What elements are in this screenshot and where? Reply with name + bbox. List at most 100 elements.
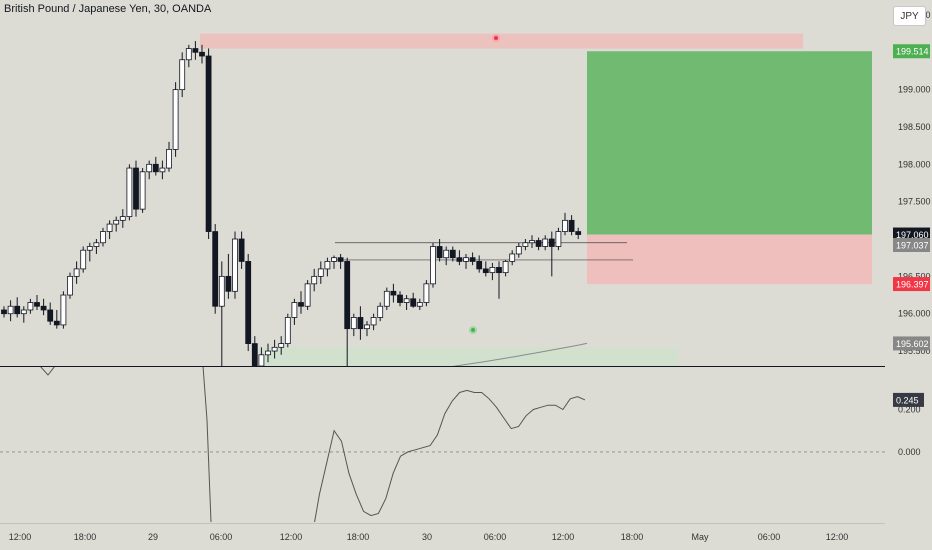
candle (436, 239, 443, 262)
candle (350, 313, 357, 337)
price-tick-label: 198.000 (898, 159, 931, 169)
oscillator-pane (0, 367, 885, 522)
candle-body (218, 275, 225, 307)
candle (232, 231, 238, 299)
candle-body (93, 242, 100, 247)
oscillator-tick-label: 0.200 (898, 404, 921, 414)
candle (298, 291, 304, 314)
candle-body (47, 309, 54, 322)
candle-body (298, 302, 304, 307)
candle (86, 242, 93, 262)
candle (364, 321, 370, 337)
price-badge-label: 199.514 (896, 47, 929, 57)
candle-body (251, 343, 258, 366)
candle-body (159, 167, 166, 173)
candle-body (509, 253, 516, 262)
candle (113, 216, 120, 232)
candle-body (463, 257, 469, 262)
candle (205, 48, 212, 240)
candle (34, 295, 40, 310)
alert-marker-green (469, 326, 477, 334)
price-badge-label: 197.037 (896, 240, 929, 250)
candle-body (20, 309, 27, 315)
candle-body (86, 246, 93, 251)
candle-body (199, 51, 205, 57)
candle (251, 336, 258, 366)
candle (238, 231, 245, 269)
candle (152, 156, 159, 176)
candle-body (205, 55, 212, 232)
candle (106, 220, 113, 240)
candle-body (192, 48, 199, 53)
time-tick-label: 30 (422, 532, 432, 542)
symbol-title: British Pound / Japanese Yen, 30, OANDA (4, 3, 212, 15)
candle (331, 255, 337, 269)
candle (357, 306, 364, 340)
time-tick-label: 18:00 (74, 532, 97, 542)
price-tick-label: 195.500 (898, 346, 931, 356)
candle-body (67, 275, 73, 296)
candle-body (529, 240, 535, 244)
candle-body (357, 317, 364, 330)
candle-body (291, 302, 298, 318)
candle (489, 262, 496, 281)
candle-body (166, 148, 172, 169)
candle-body (416, 302, 423, 307)
candle-body (317, 268, 324, 277)
candle (40, 298, 47, 316)
candle-body (100, 231, 106, 244)
oscillator-tick-label: 0.000 (898, 447, 921, 457)
candle-body (542, 238, 549, 247)
candle (166, 141, 172, 172)
candle (568, 215, 575, 236)
candle-body (113, 219, 120, 225)
candle (93, 239, 100, 254)
candle (542, 235, 549, 251)
candle (139, 168, 146, 213)
price-badge-label: 195.602 (896, 339, 929, 349)
candle-body (502, 261, 509, 274)
candle (14, 297, 21, 318)
candle (126, 164, 133, 221)
candle-body (14, 305, 21, 315)
oscillator-badge-label: 0.245 (896, 395, 919, 405)
candle-body (119, 216, 126, 221)
candle (133, 160, 139, 217)
candle-body (185, 48, 192, 61)
oscillator-line-left (40, 367, 55, 376)
candle-body (403, 298, 410, 303)
candle (53, 309, 60, 329)
candle-body (469, 257, 476, 262)
currency-button[interactable]: JPY (893, 6, 926, 26)
candle-body (238, 238, 245, 262)
candle-body (568, 219, 575, 232)
candle (383, 287, 390, 310)
candle-body (258, 354, 265, 366)
candle-body (397, 294, 403, 303)
price-badge (893, 336, 930, 351)
candle-body (225, 275, 232, 292)
price-badge-label: 197.060 (896, 230, 929, 240)
candle-body (522, 242, 529, 247)
candle-body (390, 290, 397, 296)
candle-body (73, 268, 80, 277)
time-tick-label: 29 (148, 532, 158, 542)
candle-body (344, 261, 351, 330)
time-tick-label: 18:00 (347, 532, 370, 542)
candle-body (476, 261, 483, 270)
candle (20, 306, 27, 323)
candle (370, 313, 377, 331)
candle (482, 261, 489, 277)
price-tick-label: 199.000 (898, 85, 931, 95)
candle (218, 261, 225, 366)
candle (416, 298, 423, 310)
candle-body (350, 317, 357, 330)
time-tick-label: 12:00 (552, 532, 575, 542)
candle-body (172, 89, 179, 150)
candle (159, 160, 166, 180)
candle (80, 246, 87, 273)
candle (377, 302, 384, 322)
candle (509, 250, 516, 266)
candle (502, 259, 509, 277)
